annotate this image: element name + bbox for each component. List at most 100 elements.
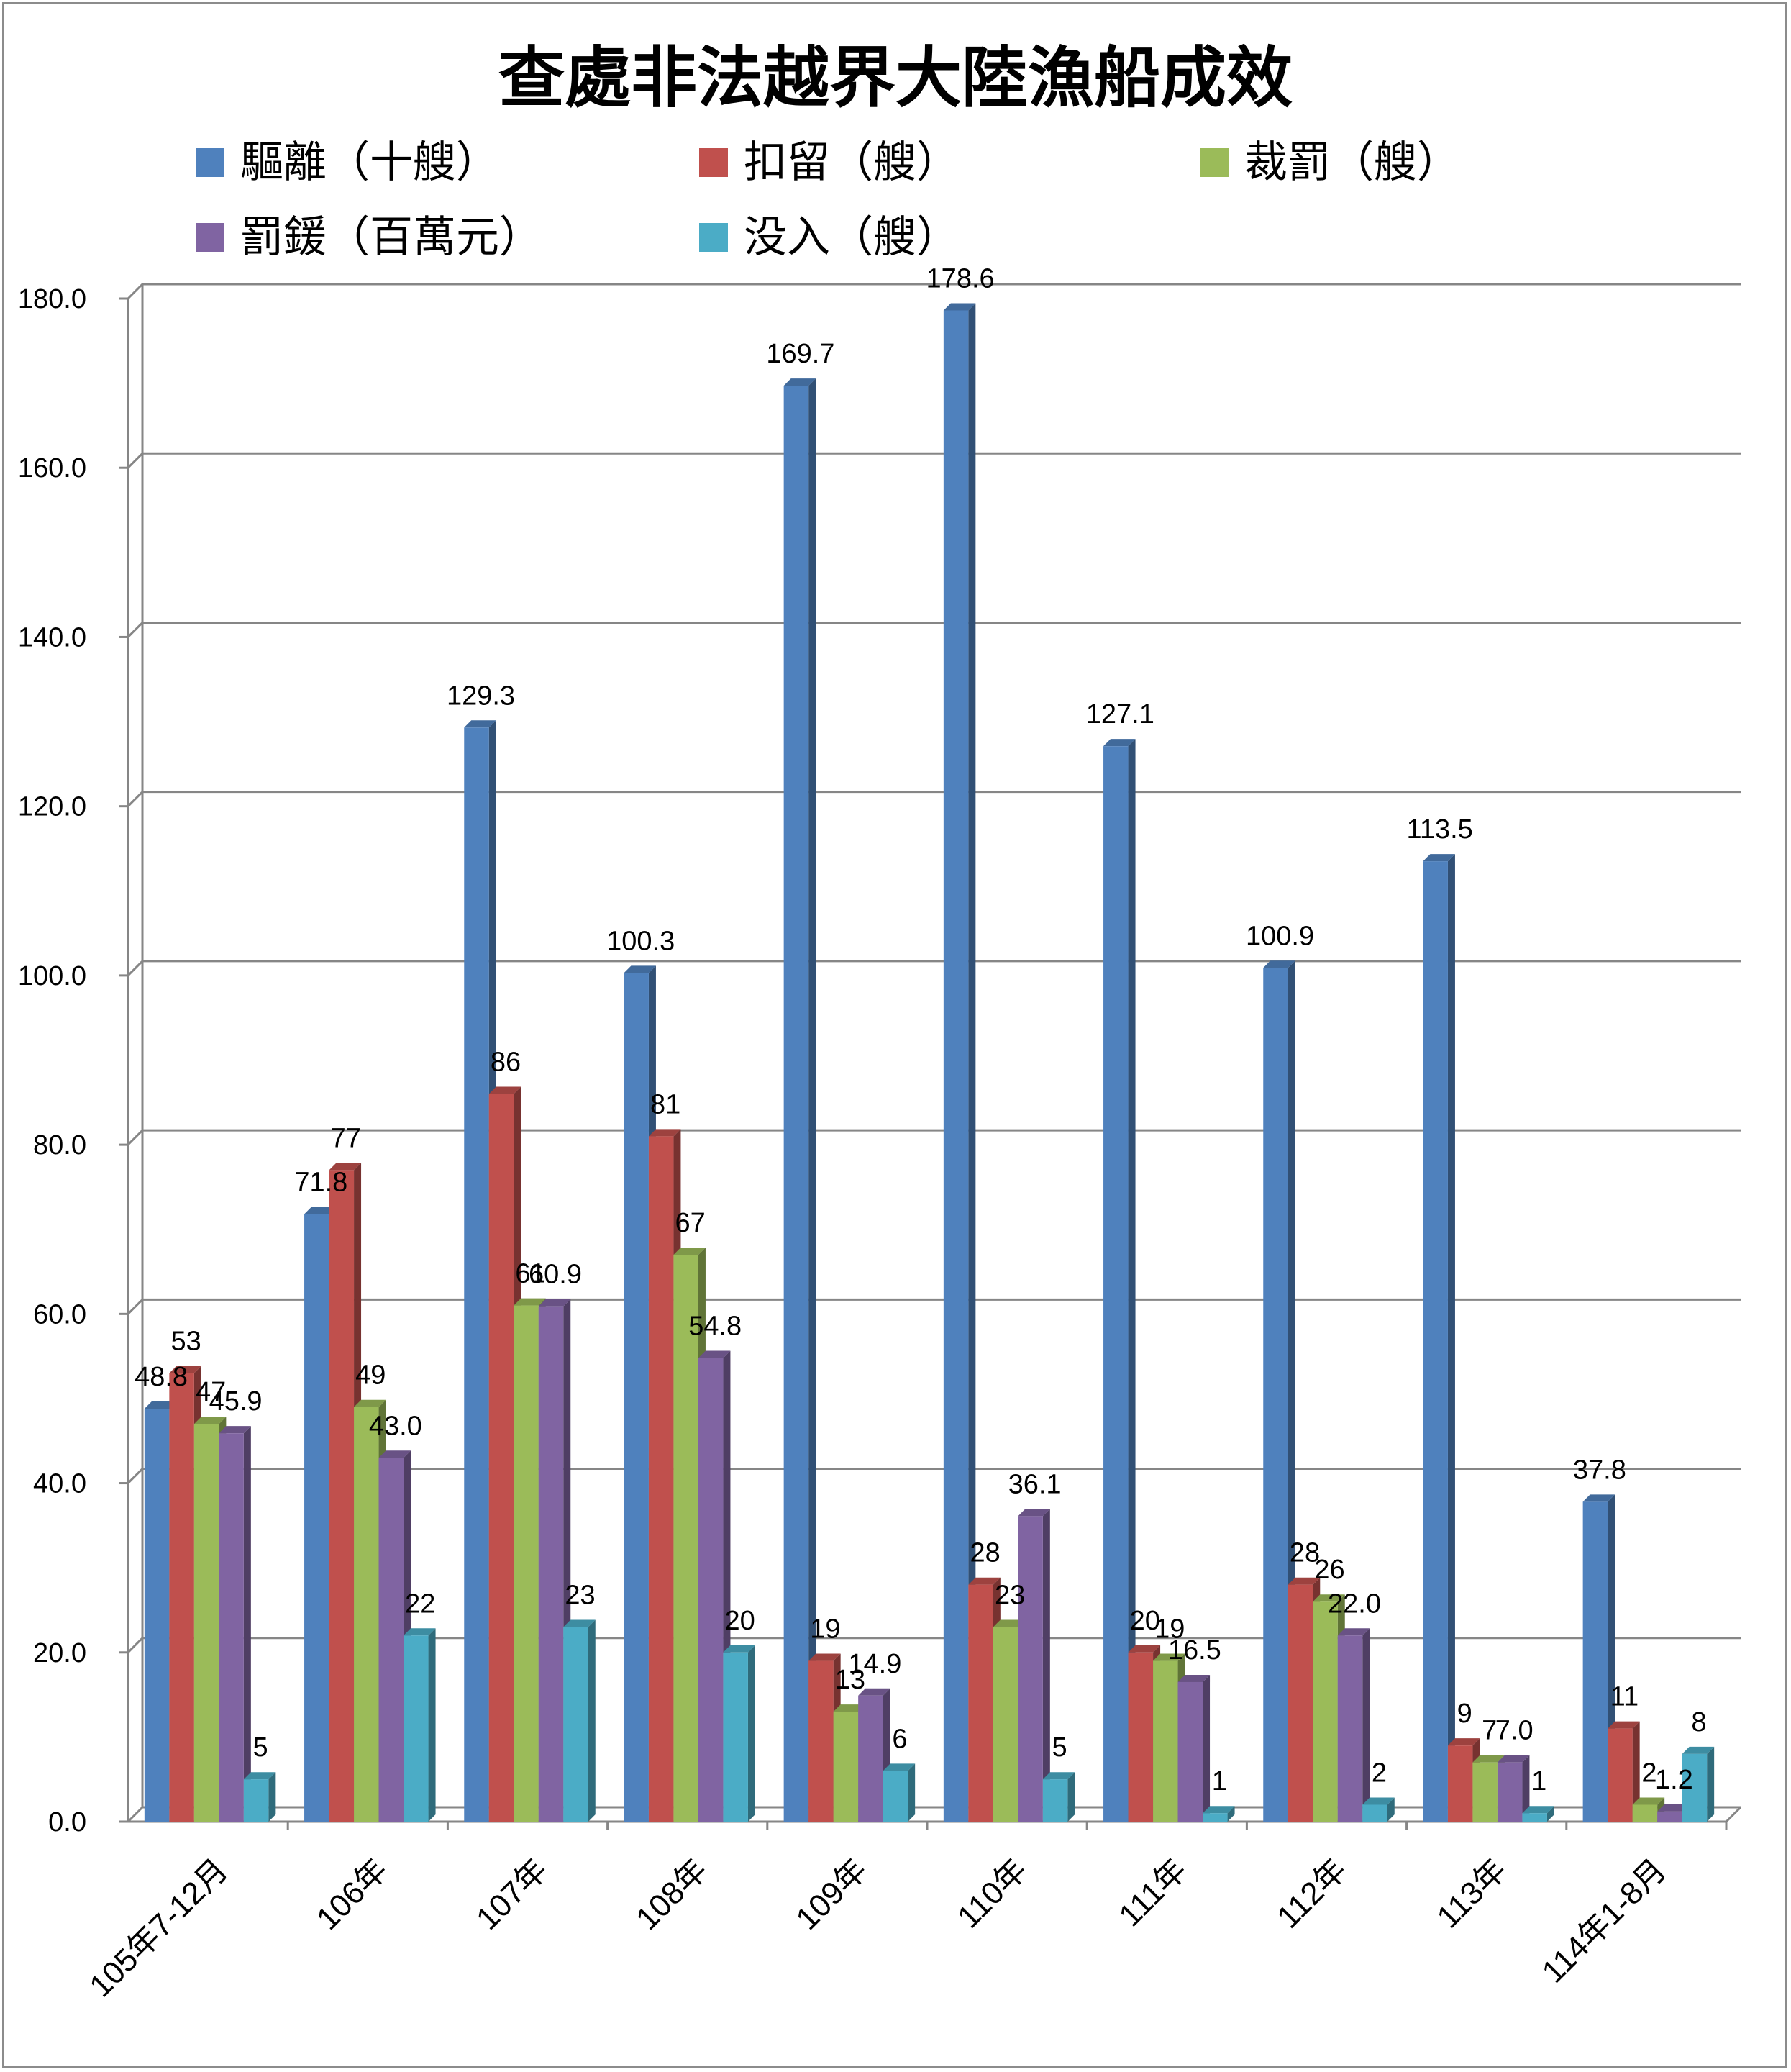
bar-top — [1263, 960, 1295, 968]
bar-5-9 — [1682, 1746, 1715, 1822]
bars — [144, 303, 1715, 1822]
data-label-2-1: 77 — [331, 1123, 361, 1153]
gridline-6 — [127, 791, 1741, 807]
bar-side — [1632, 1721, 1640, 1822]
data-label-2-5: 28 — [970, 1538, 1000, 1568]
bar-side — [908, 1763, 916, 1822]
bar-top — [1153, 1653, 1185, 1661]
bar-top — [1608, 1721, 1640, 1729]
bar-4-6 — [1177, 1674, 1211, 1822]
bar-top — [1177, 1674, 1211, 1682]
bar-front — [624, 973, 649, 1822]
bar-front — [1313, 1601, 1338, 1822]
bar-front — [1522, 1813, 1547, 1822]
data-label-4-4: 14.9 — [848, 1649, 901, 1679]
category-label-6: 111年 — [1112, 1852, 1193, 1933]
bar-side — [1707, 1746, 1715, 1822]
y-tick-label-2: 40.0 — [33, 1469, 86, 1499]
bar-top — [1472, 1755, 1505, 1763]
bar-top — [1497, 1755, 1530, 1763]
bar-5-1 — [404, 1628, 436, 1822]
data-label-3-8: 7 — [1482, 1716, 1497, 1746]
data-label-4-9: 1.2 — [1655, 1765, 1693, 1795]
bar-side — [268, 1772, 276, 1822]
data-label-1-0: 48.8 — [135, 1362, 188, 1392]
category-label-7: 112年 — [1270, 1852, 1353, 1935]
bar-front — [1632, 1804, 1658, 1822]
bar-front — [329, 1170, 355, 1822]
bar-top — [1128, 1645, 1161, 1653]
data-label-1-8: 113.5 — [1407, 814, 1473, 845]
bar-front — [1153, 1660, 1178, 1822]
bar-2-1 — [329, 1163, 362, 1822]
legend: 驅離（十艘） 扣留（艘） 裁罰（艘） 罰鍰（百萬元） 没入（艘） — [196, 137, 1460, 263]
data-label-1-2: 129.3 — [447, 681, 515, 711]
bar-front — [993, 1627, 1018, 1822]
bar-side — [588, 1619, 596, 1822]
bar-top — [1522, 1806, 1554, 1814]
bar-top — [1288, 1577, 1321, 1585]
y-tick-label-9: 180.0 — [18, 284, 86, 314]
data-label-5-3: 20 — [725, 1606, 755, 1636]
bar-top — [673, 1248, 706, 1255]
data-label-1-1: 71.8 — [294, 1168, 347, 1198]
gridline-8 — [127, 452, 1741, 469]
bar-top — [243, 1772, 276, 1780]
bar-top — [723, 1645, 755, 1653]
bar-top — [169, 1366, 201, 1373]
bar-front — [304, 1214, 329, 1822]
bar-front — [514, 1305, 539, 1822]
data-label-4-7: 22.0 — [1328, 1589, 1381, 1619]
bar-1-8 — [1423, 854, 1455, 1822]
bar-front — [1042, 1779, 1068, 1822]
bar-4-8 — [1497, 1755, 1530, 1822]
bar-top — [144, 1401, 177, 1409]
bar-1-6 — [1103, 739, 1136, 1822]
data-label-3-1: 49 — [355, 1360, 386, 1391]
bar-front — [1682, 1753, 1708, 1822]
data-label-2-0: 53 — [170, 1327, 201, 1357]
bar-side — [1447, 854, 1455, 1822]
data-label-3-3: 67 — [675, 1208, 706, 1238]
bar-front — [783, 386, 809, 1822]
bar-front — [943, 310, 969, 1822]
bar-front — [1657, 1811, 1682, 1822]
bar-front — [404, 1635, 429, 1822]
bar-2-9 — [1608, 1721, 1640, 1822]
gridline-3 — [127, 1298, 1741, 1315]
data-label-3-7: 26 — [1314, 1555, 1344, 1585]
bar-4-5 — [1018, 1509, 1050, 1822]
bar-front — [1288, 1584, 1313, 1822]
y-tick-label-1: 20.0 — [33, 1638, 86, 1668]
bar-top — [1682, 1746, 1715, 1754]
bar-front — [1263, 968, 1288, 1822]
bar-4-4 — [858, 1688, 890, 1822]
bar-top — [1582, 1494, 1615, 1502]
bar-front — [354, 1407, 379, 1822]
bar-top — [1103, 739, 1136, 747]
bar-front — [1128, 1652, 1154, 1822]
category-label-3: 108年 — [629, 1852, 714, 1937]
y-tick-label-8: 160.0 — [18, 453, 86, 483]
bar-side — [243, 1426, 251, 1822]
legend-swatch-4 — [196, 223, 224, 252]
data-label-5-0: 5 — [253, 1732, 268, 1763]
data-label-3-9: 2 — [1641, 1758, 1656, 1788]
bar-front — [808, 1660, 834, 1822]
data-label-5-6: 1 — [1212, 1766, 1227, 1796]
data-label-1-5: 178.6 — [926, 263, 995, 294]
bar-top — [378, 1450, 411, 1458]
y-tick-label-5: 100.0 — [18, 961, 86, 991]
bar-top — [698, 1350, 731, 1358]
bar-top — [808, 1653, 841, 1661]
bar-front — [648, 1136, 674, 1822]
bar-top — [943, 303, 976, 311]
data-label-2-4: 19 — [810, 1614, 840, 1645]
y-tick-label-3: 60.0 — [33, 1299, 86, 1330]
bar-side — [1362, 1628, 1370, 1822]
bar-front — [563, 1627, 588, 1822]
bar-front — [673, 1255, 698, 1822]
bar-front — [1423, 861, 1448, 1822]
bar-top — [404, 1628, 436, 1636]
